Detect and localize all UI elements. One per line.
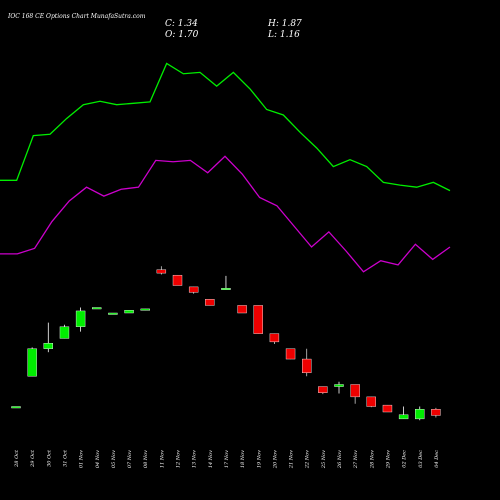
candle-body — [92, 307, 102, 310]
candle-body — [285, 348, 296, 360]
candle-body — [253, 305, 263, 334]
candle-body — [172, 274, 183, 286]
candle-body — [269, 333, 280, 343]
candle-body — [156, 269, 167, 274]
x-tick-label: 18 Nov — [240, 450, 246, 468]
candle-body — [302, 358, 312, 374]
x-tick-label: 25 Nov — [321, 450, 327, 469]
x-tick-label: 05 Nov — [111, 450, 117, 468]
x-tick-label: 22 Nov — [305, 450, 311, 469]
candle-body — [334, 384, 344, 387]
x-axis-ticks: 28 Oct 29 Oct 30 Oct 31 Oct 01 Nov 04 Nov 05 N… — [14, 449, 440, 469]
x-tick-label: 21 Nov — [289, 450, 295, 469]
x-tick-label: 29 Oct — [30, 449, 36, 468]
candle-body — [205, 299, 215, 306]
x-tick-label: 04 Nov — [95, 450, 101, 468]
x-tick-label: 26 Nov — [337, 450, 343, 469]
candle-body — [398, 414, 409, 420]
candle-body — [415, 409, 425, 420]
x-tick-label: 30 Oct — [46, 449, 52, 467]
x-tick-label: 08 Nov — [143, 450, 149, 468]
x-tick-label: 20 Nov — [272, 450, 278, 469]
candle-body — [140, 308, 150, 311]
x-tick-label: 17 Nov — [224, 450, 230, 468]
x-tick-label: 01 Nov — [79, 450, 85, 468]
candle-body — [318, 386, 328, 393]
x-tick-label: 13 Nov — [192, 450, 198, 468]
x-tick-label: 31 Oct — [62, 449, 68, 467]
candle-body — [75, 310, 86, 327]
x-tick-label: 28 Oct — [14, 449, 20, 468]
candle-body — [124, 310, 134, 314]
candle-body — [237, 305, 247, 314]
candle-body — [43, 343, 53, 349]
candle-body — [27, 348, 37, 377]
candle-body — [350, 384, 360, 398]
x-tick-label: 19 Nov — [256, 450, 262, 468]
open-value: O: 1.70 — [165, 30, 199, 40]
upper-band-line — [0, 62, 451, 192]
candle-body — [382, 404, 393, 413]
low-value: L: 1.16 — [267, 30, 300, 40]
x-tick-label: 02 Dec — [402, 450, 408, 468]
candle-body — [11, 406, 21, 409]
chart-title: IOC 168 CE Options Chart MunafaSutra.com — [7, 13, 146, 20]
x-tick-label: 14 Nov — [208, 450, 214, 468]
high-value: H: 1.87 — [267, 19, 302, 29]
candle-body — [221, 288, 231, 290]
x-tick-label: 27 Nov — [353, 450, 359, 469]
candle-body — [108, 312, 118, 315]
x-tick-label: 07 Nov — [127, 450, 133, 468]
middle-band-line — [0, 155, 451, 273]
indicator-bands — [0, 62, 451, 273]
candle-body — [366, 396, 376, 407]
candlestick-series — [11, 266, 441, 421]
x-tick-label: 03 Dec — [418, 450, 424, 468]
x-tick-label: 04 Dec — [434, 450, 440, 468]
candle-body — [188, 286, 199, 293]
candle-body — [59, 326, 70, 339]
x-tick-label: 11 Nov — [159, 450, 165, 468]
x-tick-label: 28 Nov — [369, 450, 375, 469]
close-value: C: 1.34 — [165, 19, 198, 29]
x-tick-label: 29 Nov — [385, 450, 391, 469]
candle-body — [431, 409, 441, 416]
x-tick-label: 12 Nov — [176, 450, 182, 468]
